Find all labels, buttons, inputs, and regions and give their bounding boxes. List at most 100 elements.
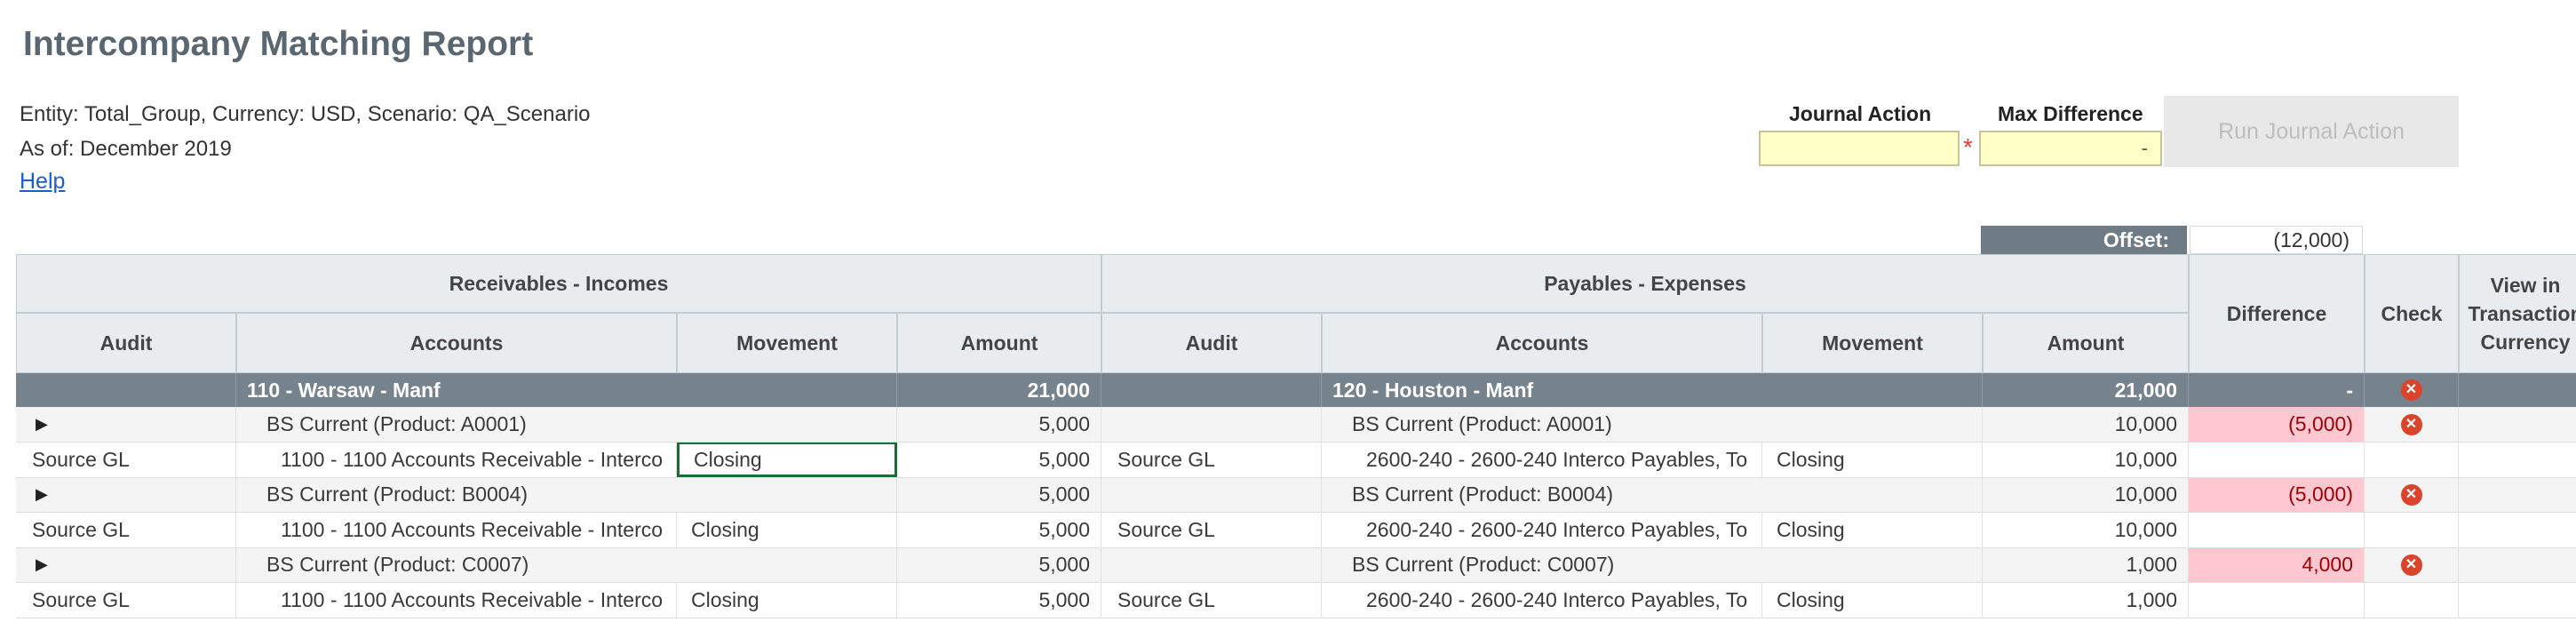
expand-triangle-icon[interactable]: ▶	[36, 485, 48, 503]
error-icon[interactable]: ✕	[2400, 413, 2422, 435]
right-audit-header[interactable]: Audit	[1101, 313, 1322, 373]
left-account-cell: 1100 - 1100 Accounts Receivable - Interc…	[236, 512, 677, 547]
left-account-cell: BS Current (Product: C0007)	[236, 547, 897, 582]
check-cell: ✕	[2365, 547, 2459, 582]
check-cell	[2365, 582, 2459, 618]
right-account-cell: 2600-240 - 2600-240 Interco Payables, To	[1322, 582, 1762, 618]
check-cell	[2365, 442, 2459, 477]
row-divider	[16, 477, 2576, 478]
expand-cell[interactable]: ▶	[16, 407, 236, 442]
right-amount-cell: 1,000	[1983, 582, 2189, 618]
group-left-entity: 110 - Warsaw - Manf	[236, 373, 897, 407]
group-right-entity: 120 - Houston - Manf	[1322, 373, 1983, 407]
right-audit-cell	[1101, 477, 1322, 512]
left-amount-cell: 5,000	[897, 512, 1101, 547]
right-amount-cell: 1,000	[1983, 547, 2189, 582]
journal-action-input[interactable]	[1759, 131, 1960, 166]
right-amount-cell: 10,000	[1983, 477, 2189, 512]
left-amount-header[interactable]: Amount	[897, 313, 1101, 373]
left-movement-cell[interactable]: Closing	[677, 442, 897, 477]
left-amount-cell: 5,000	[897, 407, 1101, 442]
group-view-cell	[2459, 373, 2576, 407]
run-journal-action-button[interactable]: Run Journal Action	[2164, 96, 2459, 167]
right-audit-cell	[1101, 547, 1322, 582]
difference-cell	[2189, 442, 2365, 477]
right-audit-cell	[1101, 407, 1322, 442]
right-amount-cell: 10,000	[1983, 512, 2189, 547]
offset-label: Offset:	[1981, 226, 2187, 254]
group-difference: -	[2189, 373, 2365, 407]
right-account-cell: BS Current (Product: A0001)	[1322, 407, 1983, 442]
expand-triangle-icon[interactable]: ▶	[36, 555, 48, 573]
left-audit-cell: Source GL	[16, 582, 236, 618]
right-movement-header[interactable]: Movement	[1762, 313, 1983, 373]
view-in-transaction-currency-header[interactable]: View in Transaction Currency	[2459, 254, 2576, 373]
left-account-cell: 1100 - 1100 Accounts Receivable - Interc…	[236, 582, 677, 618]
view-cell	[2459, 512, 2576, 547]
left-movement-cell[interactable]: Closing	[677, 582, 897, 618]
view-cell	[2459, 582, 2576, 618]
right-audit-cell: Source GL	[1101, 582, 1322, 618]
difference-cell	[2189, 582, 2365, 618]
max-difference-label: Max Difference	[1998, 102, 2143, 125]
row-divider	[16, 512, 2576, 513]
row-divider	[16, 547, 2576, 548]
right-amount-header[interactable]: Amount	[1983, 313, 2189, 373]
difference-cell	[2189, 512, 2365, 547]
left-account-cell: BS Current (Product: B0004)	[236, 477, 897, 512]
right-audit-cell: Source GL	[1101, 442, 1322, 477]
view-cell	[2459, 442, 2576, 477]
view-cell	[2459, 407, 2576, 442]
left-amount-cell: 5,000	[897, 582, 1101, 618]
left-accounts-header[interactable]: Accounts	[236, 313, 677, 373]
journal-action-label: Journal Action	[1789, 102, 1932, 125]
left-audit-header[interactable]: Audit	[16, 313, 236, 373]
expand-triangle-icon[interactable]: ▶	[36, 415, 48, 433]
page-title: Intercompany Matching Report	[23, 25, 534, 63]
right-account-cell: 2600-240 - 2600-240 Interco Payables, To	[1322, 442, 1762, 477]
journal-action-required-mark: *	[1963, 133, 1973, 161]
receivables-group-header: Receivables - Incomes	[16, 254, 1101, 313]
expand-cell[interactable]: ▶	[16, 477, 236, 512]
right-account-cell: 2600-240 - 2600-240 Interco Payables, To	[1322, 512, 1762, 547]
expand-cell[interactable]: ▶	[16, 547, 236, 582]
left-movement-cell[interactable]: Closing	[677, 512, 897, 547]
as-of-date: As of: December 2019	[20, 137, 232, 161]
right-account-cell: BS Current (Product: B0004)	[1322, 477, 1983, 512]
check-cell: ✕	[2365, 407, 2459, 442]
offset-value: (12,000)	[2190, 226, 2363, 254]
help-link[interactable]: Help	[20, 169, 66, 194]
left-amount-cell: 5,000	[897, 477, 1101, 512]
left-audit-cell: Source GL	[16, 512, 236, 547]
view-cell	[2459, 477, 2576, 512]
left-movement-header[interactable]: Movement	[677, 313, 897, 373]
right-accounts-header[interactable]: Accounts	[1322, 313, 1762, 373]
error-icon[interactable]: ✕	[2400, 379, 2422, 401]
check-cell	[2365, 512, 2459, 547]
right-movement-cell[interactable]: Closing	[1762, 582, 1983, 618]
group-right-audit-cell	[1101, 373, 1322, 407]
group-left-amount: 21,000	[897, 373, 1101, 407]
report-info-line: Entity: Total_Group, Currency: USD, Scen…	[20, 102, 591, 126]
left-account-cell: BS Current (Product: A0001)	[236, 407, 897, 442]
left-account-cell: 1100 - 1100 Accounts Receivable - Interc…	[236, 442, 677, 477]
difference-cell: (5,000)	[2189, 407, 2365, 442]
max-difference-input[interactable]: -	[1979, 131, 2162, 166]
difference-cell: (5,000)	[2189, 477, 2365, 512]
error-icon[interactable]: ✕	[2400, 483, 2422, 506]
payables-group-header: Payables - Expenses	[1101, 254, 2189, 313]
check-header[interactable]: Check	[2365, 254, 2459, 373]
row-divider	[16, 442, 2576, 443]
right-movement-cell[interactable]: Closing	[1762, 512, 1983, 547]
right-amount-cell: 10,000	[1983, 442, 2189, 477]
group-right-amount: 21,000	[1983, 373, 2189, 407]
difference-header[interactable]: Difference	[2189, 254, 2365, 373]
group-left-audit-cell	[16, 373, 236, 407]
view-cell	[2459, 547, 2576, 582]
right-movement-cell[interactable]: Closing	[1762, 442, 1983, 477]
left-amount-cell: 5,000	[897, 442, 1101, 477]
difference-cell: 4,000	[2189, 547, 2365, 582]
right-account-cell: BS Current (Product: C0007)	[1322, 547, 1983, 582]
error-icon[interactable]: ✕	[2400, 554, 2422, 576]
left-audit-cell: Source GL	[16, 442, 236, 477]
